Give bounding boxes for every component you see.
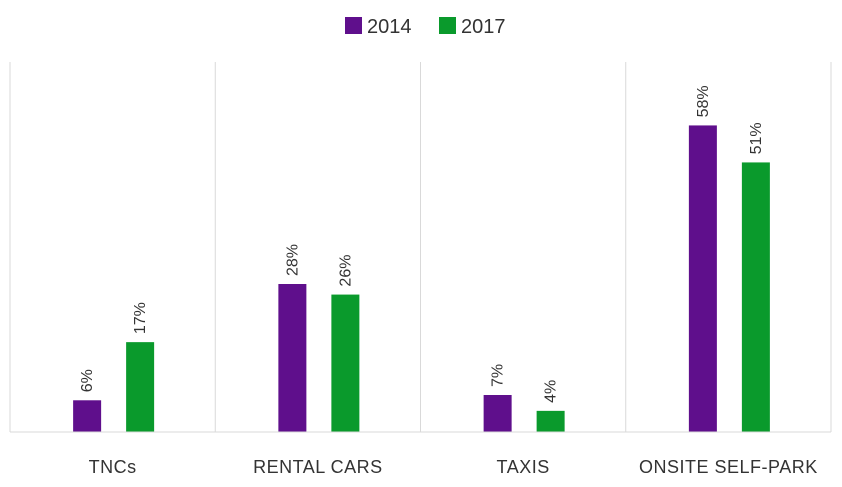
- bar-2017-2: [536, 410, 565, 432]
- category-label-0: TNCs: [89, 457, 137, 477]
- data-label-2014-2: 7%: [490, 364, 507, 387]
- category-label-1: RENTAL CARS: [253, 457, 383, 477]
- category-label-2: TAXIS: [497, 457, 550, 477]
- bar-2014-0: [73, 400, 102, 432]
- data-labels: 6% 17% 28% 26% 7% 4% 58% 51%: [79, 85, 765, 402]
- data-label-2017-3: 51%: [748, 122, 765, 154]
- bar-2017-3: [741, 162, 770, 432]
- legend-label-2014: 2014: [367, 16, 412, 38]
- data-label-2014-0: 6%: [79, 369, 96, 392]
- bar-2017-1: [331, 294, 360, 432]
- legend-item-2017: 2017: [439, 16, 506, 38]
- bars: [73, 125, 770, 432]
- bar-2014-2: [483, 395, 512, 432]
- legend: 2014 2017: [345, 16, 506, 38]
- category-label-3: ONSITE SELF-PARK: [639, 457, 818, 477]
- data-label-2014-3: 58%: [695, 85, 712, 117]
- category-labels: TNCs RENTAL CARS TAXIS ONSITE SELF-PARK: [89, 457, 818, 477]
- category-separators: [9, 62, 832, 432]
- legend-swatch-2014: [345, 17, 362, 34]
- bar-2017-0: [126, 342, 155, 432]
- data-label-2014-1: 28%: [284, 244, 301, 276]
- data-label-2017-1: 26%: [337, 255, 354, 287]
- legend-item-2014: 2014: [345, 16, 412, 38]
- legend-label-2017: 2017: [461, 16, 506, 38]
- data-label-2017-2: 4%: [543, 380, 560, 403]
- bar-2014-3: [688, 125, 717, 432]
- legend-swatch-2017: [439, 17, 456, 34]
- data-label-2017-0: 17%: [132, 302, 149, 334]
- bar-2014-1: [278, 284, 307, 432]
